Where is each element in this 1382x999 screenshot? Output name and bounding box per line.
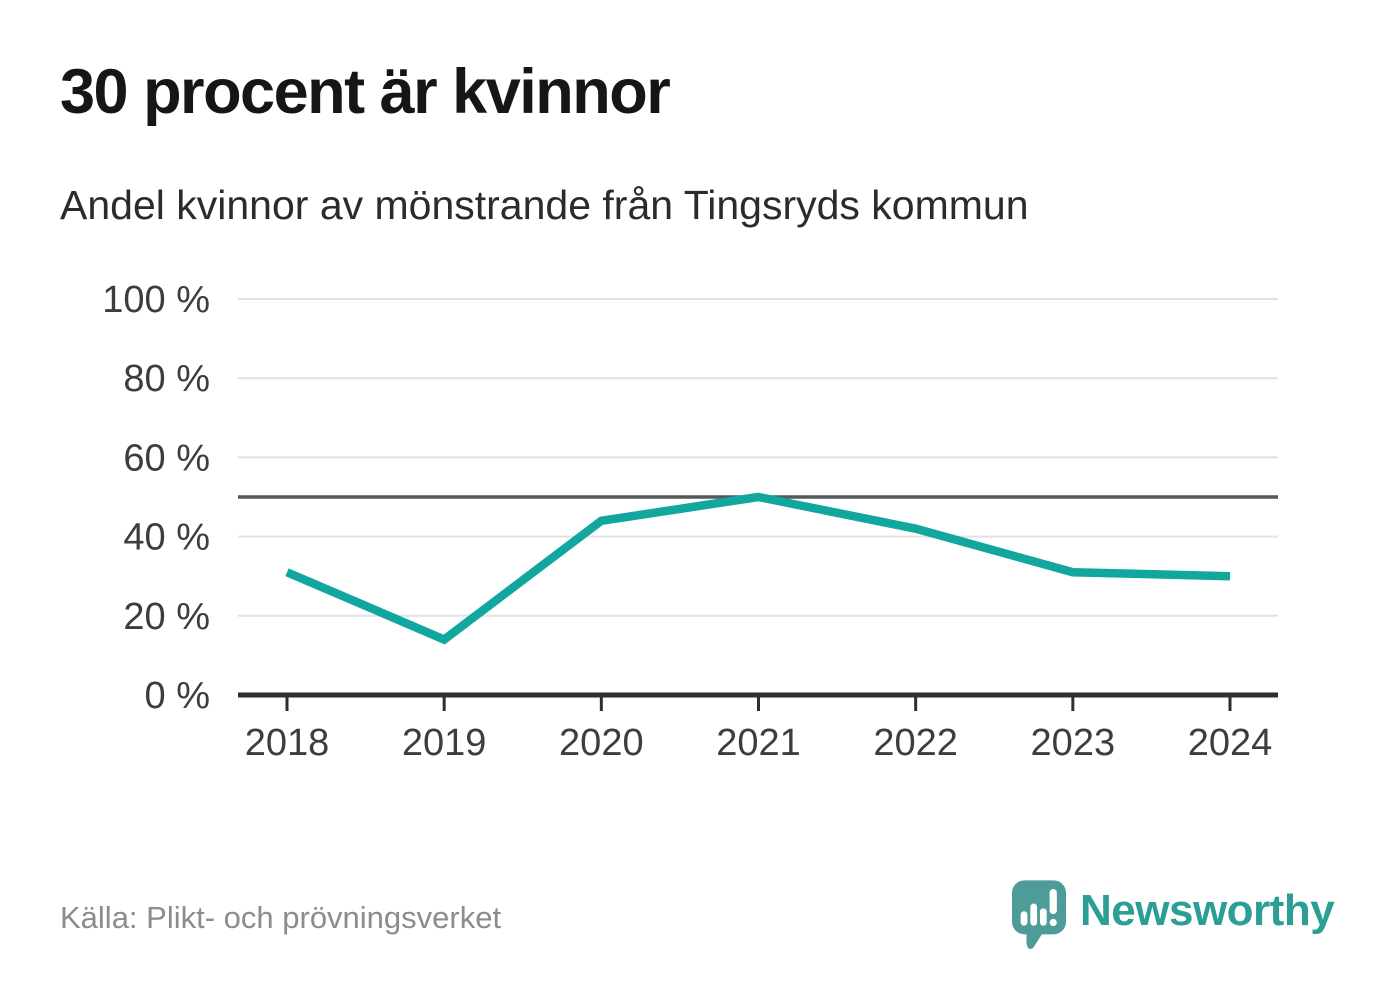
logo-bar-2 [1030, 903, 1038, 926]
source-note: Källa: Plikt- och prövningsverket [60, 900, 502, 935]
x-axis-tick-label: 2022 [873, 722, 958, 764]
x-axis-tick-label: 2021 [716, 722, 801, 764]
data-line-andel-kvinnor [285, 492, 1231, 645]
y-axis-tick-label: 0 % [145, 675, 210, 717]
y-axis-tick-label: 60 % [123, 437, 210, 479]
newsworthy-logo-icon [1012, 880, 1066, 949]
chart-title: 30 procent är kvinnor [60, 57, 671, 127]
x-axis-tick-label: 2020 [559, 722, 644, 764]
newsworthy-logo: Newsworthy [1012, 880, 1335, 954]
logo-exclamation-bar [1049, 889, 1057, 915]
chart-subtitle: Andel kvinnor av mönstrande från Tingsry… [60, 182, 1029, 228]
logo-bar-1 [1020, 911, 1028, 926]
x-axis-tick-label: 2019 [402, 722, 487, 764]
logo-bar-3 [1039, 908, 1047, 926]
x-axis-tick-label: 2023 [1031, 722, 1116, 764]
logo-bubble [1012, 880, 1066, 935]
x-axis-tick-label: 2024 [1188, 722, 1273, 764]
y-axis-tick-label: 80 % [123, 358, 210, 400]
logo-exclamation-dot [1049, 918, 1057, 927]
y-axis-tick-label: 20 % [123, 596, 210, 638]
y-axis-tick-label: 40 % [123, 517, 210, 559]
newsworthy-wordmark: Newsworthy [1080, 886, 1335, 935]
logo-bubble-tail [1026, 926, 1047, 949]
y-axis-tick-label: 100 % [102, 279, 210, 321]
x-axis-tick-label: 2018 [245, 722, 330, 764]
